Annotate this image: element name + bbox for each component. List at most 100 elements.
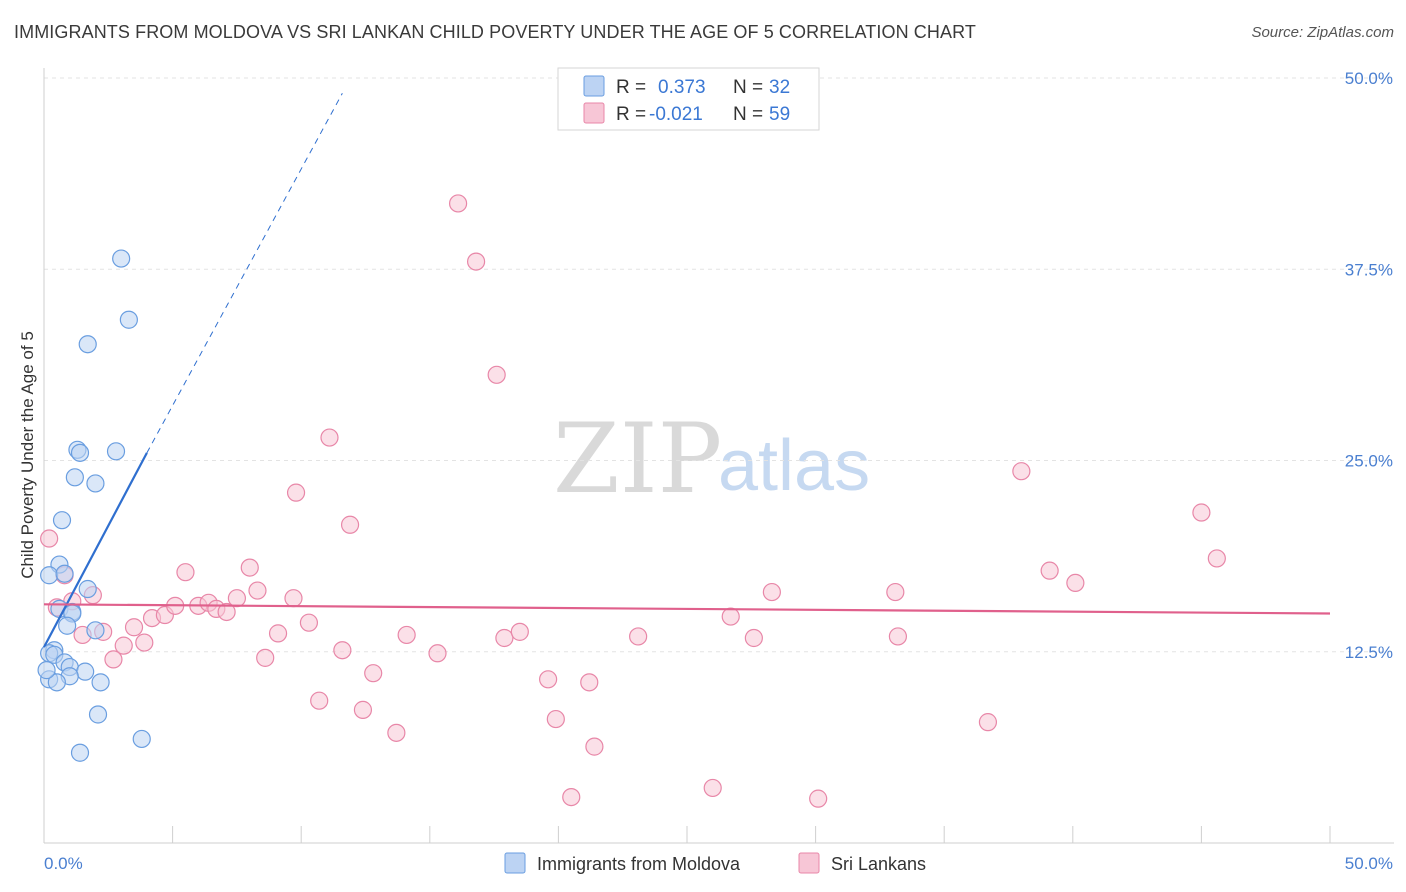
- data-point: [364, 664, 383, 683]
- data-point: [40, 566, 59, 585]
- data-point: [47, 673, 66, 692]
- data-point: [320, 428, 339, 447]
- bottom-legend-swatch-sri-lankans: [798, 852, 820, 874]
- source-label: Source: ZipAtlas.com: [1251, 24, 1394, 41]
- data-point: [55, 564, 74, 583]
- trend-lines: [43, 93, 1331, 648]
- legend-swatch-sri-lankans: [583, 102, 605, 124]
- data-point: [256, 648, 275, 667]
- chart-title: IMMIGRANTS FROM MOLDOVA VS SRI LANKAN CH…: [14, 22, 976, 42]
- data-point: [284, 589, 303, 608]
- trend-line-sri-lankans: [43, 603, 1331, 615]
- data-point: [119, 310, 138, 329]
- data-point: [762, 582, 781, 602]
- data-point: [487, 365, 506, 384]
- data-point: [1192, 503, 1211, 522]
- axes: [43, 68, 1394, 844]
- data-point: [744, 628, 763, 648]
- trend-line-moldova-extension: [146, 93, 343, 454]
- data-point: [65, 468, 84, 487]
- legend-n-value-moldova: 32: [769, 77, 790, 98]
- correlation-legend: R = 0.373 N = 32 R = -0.021 N = 59: [557, 67, 820, 131]
- data-point: [629, 627, 648, 646]
- watermark-atlas: atlas: [718, 426, 870, 506]
- y-tick-label: 12.5%: [1345, 643, 1393, 662]
- y-tick-label: 50.0%: [1345, 69, 1393, 88]
- legend-n-label-moldova: N =: [733, 77, 763, 98]
- legend-n-value-sri-lankans: 59: [769, 104, 790, 125]
- x-tick-label-min: 0.0%: [44, 854, 83, 873]
- data-point: [124, 618, 144, 637]
- trend-line-moldova: [43, 452, 148, 648]
- data-point: [978, 713, 998, 732]
- data-point: [310, 691, 329, 710]
- data-point: [135, 633, 154, 652]
- data-point: [88, 705, 108, 724]
- data-point: [546, 709, 565, 729]
- data-point: [1040, 561, 1059, 580]
- data-point: [112, 249, 131, 268]
- data-point: [888, 627, 908, 646]
- data-point: [91, 673, 110, 692]
- series-moldova: [37, 249, 151, 762]
- data-point: [70, 443, 90, 462]
- data-point: [78, 579, 97, 599]
- data-point: [132, 729, 151, 749]
- data-point: [217, 602, 236, 622]
- data-point: [86, 474, 105, 493]
- data-point: [176, 563, 195, 582]
- data-point: [340, 515, 360, 534]
- legend-swatch-moldova: [583, 75, 605, 97]
- data-point: [585, 737, 604, 756]
- data-point: [510, 622, 529, 641]
- y-tick-label: 37.5%: [1345, 260, 1393, 279]
- data-point: [428, 644, 447, 663]
- data-point: [227, 589, 246, 608]
- x-axis-ticks: [172, 826, 1331, 843]
- data-point: [106, 442, 126, 461]
- data-point: [70, 743, 90, 762]
- data-point: [397, 625, 416, 645]
- data-point: [703, 778, 722, 798]
- data-point: [387, 723, 406, 742]
- data-point: [40, 529, 59, 548]
- legend-r-label-moldova: R =: [616, 77, 646, 98]
- bottom-legend-swatch-moldova: [504, 852, 526, 874]
- data-point: [539, 670, 558, 689]
- data-point: [114, 636, 133, 655]
- data-point: [353, 700, 373, 719]
- data-point: [268, 624, 288, 643]
- y-axis-label: Child Poverty Under the Age of 5: [18, 331, 37, 579]
- bottom-legend-label-sri-lankans: Sri Lankans: [831, 854, 926, 874]
- legend-r-value-moldova: 0.373: [658, 77, 706, 98]
- legend-n-label-sri-lankans: N =: [733, 104, 763, 125]
- data-point: [240, 558, 259, 577]
- data-point: [580, 673, 599, 692]
- data-point: [1012, 462, 1031, 481]
- data-point: [248, 581, 267, 600]
- data-point: [466, 252, 486, 271]
- bottom-legend-label-moldova: Immigrants from Moldova: [537, 854, 741, 874]
- legend-r-label-sri-lankans: R =: [616, 104, 646, 125]
- data-point: [448, 194, 468, 213]
- data-point: [58, 616, 77, 635]
- data-point: [1207, 549, 1226, 568]
- y-axis-tick-labels: 12.5% 25.0% 37.5% 50.0%: [1345, 69, 1393, 662]
- data-point: [299, 613, 319, 632]
- y-tick-label: 25.0%: [1345, 452, 1393, 471]
- data-point: [333, 641, 352, 660]
- data-point: [809, 789, 828, 808]
- series-legend: Immigrants from Moldova Sri Lankans: [504, 852, 926, 874]
- data-point: [286, 483, 306, 502]
- watermark-zip: ZIP: [553, 403, 722, 515]
- data-point: [1066, 573, 1085, 593]
- data-point: [721, 607, 740, 626]
- data-point: [495, 628, 514, 648]
- data-point: [86, 621, 105, 640]
- data-point: [78, 335, 97, 354]
- data-point: [37, 661, 56, 680]
- data-point: [52, 511, 72, 530]
- data-point: [76, 662, 95, 681]
- data-point: [104, 650, 123, 669]
